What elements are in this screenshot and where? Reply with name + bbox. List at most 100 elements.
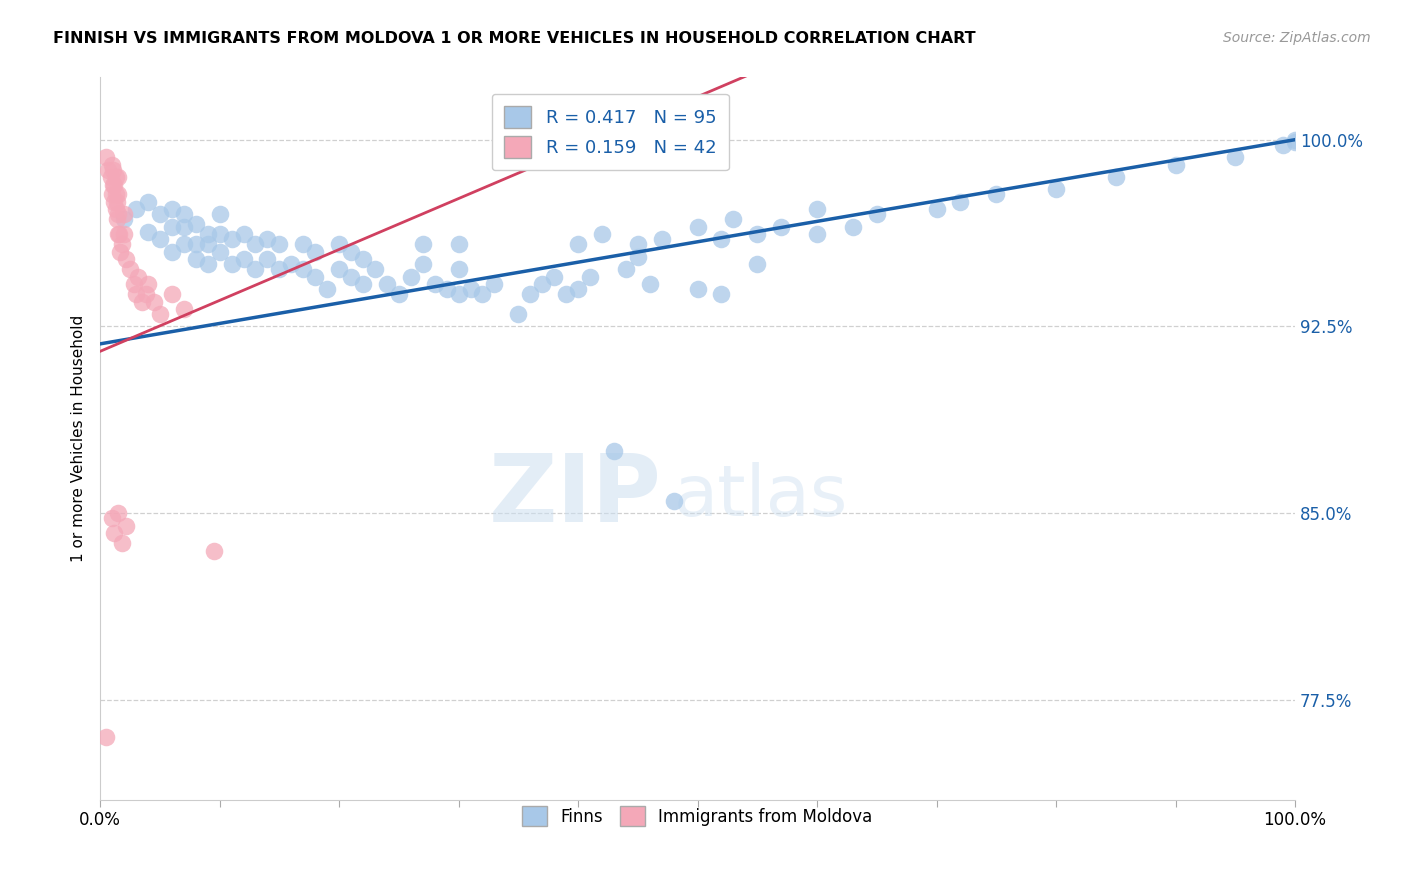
Point <box>1164 158 1187 172</box>
Point <box>460 282 482 296</box>
Point <box>423 277 446 292</box>
Point <box>1284 133 1306 147</box>
Point <box>484 277 506 292</box>
Point <box>747 257 769 271</box>
Point <box>1284 135 1306 149</box>
Text: ZIP: ZIP <box>489 450 662 542</box>
Point <box>115 252 138 267</box>
Point <box>103 526 125 541</box>
Point <box>292 237 315 252</box>
Point <box>173 219 195 234</box>
Point <box>723 212 745 227</box>
Point <box>710 287 733 301</box>
Point <box>103 178 125 192</box>
Point <box>197 227 219 242</box>
Point <box>221 257 243 271</box>
Point <box>747 227 769 242</box>
Point <box>108 227 131 242</box>
Point <box>447 287 470 301</box>
Point <box>104 187 127 202</box>
Point <box>127 269 149 284</box>
Point <box>567 282 589 296</box>
Point <box>352 252 374 267</box>
Point <box>103 162 125 177</box>
Point <box>104 202 127 217</box>
Point <box>149 207 172 221</box>
Point <box>627 250 650 264</box>
Point <box>136 225 159 239</box>
Point <box>105 212 128 227</box>
Point <box>1105 169 1128 184</box>
Point <box>591 227 613 242</box>
Point <box>399 269 422 284</box>
Point <box>160 202 183 217</box>
Point <box>94 150 117 164</box>
Point <box>160 219 183 234</box>
Point <box>806 227 828 242</box>
Point <box>136 194 159 209</box>
Point <box>949 194 972 209</box>
Point <box>101 511 124 525</box>
Point <box>107 227 129 242</box>
Text: FINNISH VS IMMIGRANTS FROM MOLDOVA 1 OR MORE VEHICLES IN HOUSEHOLD CORRELATION C: FINNISH VS IMMIGRANTS FROM MOLDOVA 1 OR … <box>53 31 976 46</box>
Point <box>105 194 128 209</box>
Point <box>149 307 172 321</box>
Point <box>627 237 650 252</box>
Point <box>662 493 685 508</box>
Point <box>316 282 339 296</box>
Point <box>412 257 434 271</box>
Point <box>471 287 494 301</box>
Point <box>118 262 141 277</box>
Point <box>112 207 135 221</box>
Point <box>304 244 326 259</box>
Point <box>103 194 125 209</box>
Point <box>107 169 129 184</box>
Point <box>866 207 889 221</box>
Point <box>710 232 733 246</box>
Point <box>340 244 363 259</box>
Point <box>104 169 127 184</box>
Point <box>173 237 195 252</box>
Point <box>112 212 135 227</box>
Point <box>256 232 278 246</box>
Point <box>111 536 134 550</box>
Point <box>256 252 278 267</box>
Point <box>115 518 138 533</box>
Point <box>97 162 120 177</box>
Point <box>579 269 602 284</box>
Point <box>269 262 291 277</box>
Point <box>232 227 254 242</box>
Point <box>110 244 132 259</box>
Point <box>173 301 195 316</box>
Point <box>651 232 673 246</box>
Point <box>986 187 1008 202</box>
Point <box>806 202 828 217</box>
Point <box>603 444 626 458</box>
Point <box>208 227 231 242</box>
Point <box>292 262 315 277</box>
Point <box>1225 150 1247 164</box>
Text: Source: ZipAtlas.com: Source: ZipAtlas.com <box>1223 31 1371 45</box>
Point <box>208 244 231 259</box>
Point <box>245 262 267 277</box>
Point <box>125 287 148 301</box>
Point <box>614 262 637 277</box>
Point <box>1272 137 1295 152</box>
Point <box>543 269 565 284</box>
Point <box>447 262 470 277</box>
Point <box>375 277 398 292</box>
Point <box>122 277 145 292</box>
Point <box>208 207 231 221</box>
Point <box>135 287 157 301</box>
Point <box>269 237 291 252</box>
Point <box>160 287 183 301</box>
Point <box>103 178 125 192</box>
Point <box>1045 182 1067 196</box>
Point <box>94 731 117 745</box>
Point <box>686 282 709 296</box>
Point <box>197 237 219 252</box>
Point <box>149 232 172 246</box>
Point <box>519 287 541 301</box>
Point <box>107 506 129 520</box>
Point <box>184 218 207 232</box>
